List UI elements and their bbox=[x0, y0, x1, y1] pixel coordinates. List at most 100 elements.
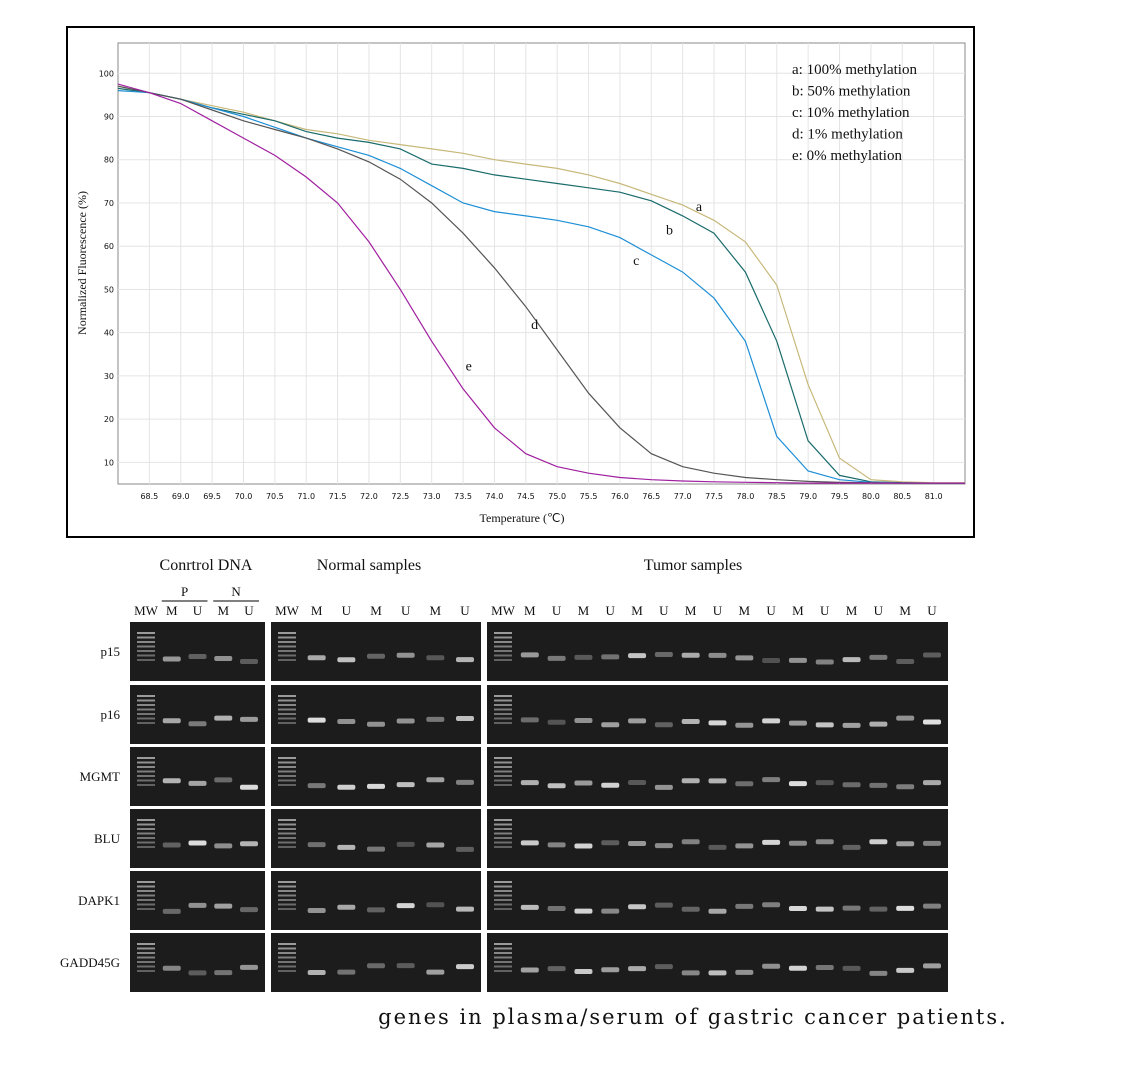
band bbox=[240, 841, 258, 847]
ladder-band bbox=[494, 899, 512, 901]
ladder-band bbox=[494, 846, 512, 848]
ladder-band bbox=[494, 952, 512, 954]
ladder-band bbox=[137, 761, 155, 764]
ladder-band bbox=[278, 632, 296, 634]
band bbox=[788, 905, 807, 911]
band bbox=[896, 967, 915, 973]
band bbox=[188, 970, 207, 976]
band bbox=[426, 655, 445, 661]
band bbox=[628, 653, 647, 659]
y-tick-label: 10 bbox=[104, 458, 114, 467]
band bbox=[162, 718, 181, 724]
ladder-band bbox=[494, 632, 512, 634]
ladder-band bbox=[494, 699, 512, 702]
lane-label: M bbox=[685, 603, 697, 618]
band bbox=[869, 906, 888, 912]
lane-label: MW bbox=[491, 603, 516, 618]
ladder-band bbox=[494, 695, 512, 697]
lane-label: M bbox=[370, 603, 382, 618]
chart: 68.5 69.0 69.5 70.0 70.5 71.0 71.5 72.0 72.5 73.0… bbox=[99, 43, 965, 501]
band bbox=[654, 784, 673, 790]
ladder-band bbox=[278, 943, 296, 945]
subgroup-label: P bbox=[181, 584, 188, 599]
x-tick-label: 78.5 bbox=[768, 492, 786, 501]
band bbox=[367, 653, 385, 659]
band bbox=[307, 969, 326, 975]
lane-label: U bbox=[659, 603, 669, 618]
band bbox=[815, 780, 834, 786]
band bbox=[426, 842, 445, 848]
band bbox=[214, 715, 233, 721]
ladder-band bbox=[278, 823, 296, 826]
ladder-band bbox=[494, 881, 512, 883]
band bbox=[574, 843, 593, 849]
band bbox=[896, 715, 915, 721]
band bbox=[923, 963, 941, 969]
band bbox=[735, 903, 754, 909]
ladder-band bbox=[278, 903, 296, 906]
band bbox=[869, 721, 888, 727]
gel-image bbox=[487, 933, 948, 992]
band bbox=[923, 840, 941, 846]
ladder-band bbox=[494, 828, 512, 830]
band bbox=[869, 654, 888, 660]
band bbox=[367, 783, 385, 789]
x-tick-label: 81.0 bbox=[925, 492, 943, 501]
band bbox=[547, 655, 566, 661]
band bbox=[708, 652, 727, 658]
band bbox=[708, 970, 727, 976]
x-tick-label: 72.0 bbox=[360, 492, 378, 501]
band bbox=[681, 718, 700, 724]
legend-entry: e: 0% methylation bbox=[792, 148, 902, 164]
ladder-band bbox=[494, 943, 512, 945]
ladder-band bbox=[278, 641, 296, 643]
x-tick-label: 80.5 bbox=[893, 492, 911, 501]
band bbox=[307, 842, 326, 848]
ladder-band bbox=[137, 841, 155, 844]
ladder-band bbox=[494, 766, 512, 768]
x-tick-label: 71.0 bbox=[297, 492, 315, 501]
band bbox=[574, 654, 593, 660]
gel-image bbox=[487, 747, 948, 806]
band bbox=[681, 970, 700, 976]
band bbox=[896, 841, 915, 847]
ladder-band bbox=[278, 894, 296, 897]
band bbox=[426, 716, 445, 722]
ladder-band bbox=[494, 659, 512, 661]
lane-label: U bbox=[874, 603, 884, 618]
band bbox=[654, 902, 673, 908]
band bbox=[762, 839, 781, 845]
y-tick-label: 30 bbox=[104, 372, 114, 381]
band bbox=[456, 657, 474, 663]
band bbox=[601, 840, 620, 846]
x-tick-label: 69.0 bbox=[172, 492, 190, 501]
gel-image bbox=[487, 871, 948, 930]
band bbox=[547, 842, 566, 848]
ladder-band bbox=[278, 704, 296, 706]
ladder-band bbox=[494, 841, 512, 844]
ladder-band bbox=[137, 713, 155, 715]
band bbox=[574, 968, 593, 974]
band bbox=[654, 843, 673, 849]
x-tick-label: 77.5 bbox=[705, 492, 723, 501]
legend-entry: c: 10% methylation bbox=[792, 105, 910, 121]
band bbox=[547, 783, 566, 789]
band bbox=[547, 719, 566, 725]
y-axis-label: Normalized Fluorescence (%) bbox=[75, 191, 89, 335]
curve-label: e bbox=[466, 359, 472, 374]
band bbox=[708, 844, 727, 850]
ladder-band bbox=[137, 947, 155, 950]
ladder-band bbox=[494, 704, 512, 706]
ladder-band bbox=[494, 641, 512, 643]
band bbox=[396, 841, 415, 847]
ladder-band bbox=[494, 894, 512, 897]
lane-label: U bbox=[766, 603, 776, 618]
lane-label: M bbox=[846, 603, 858, 618]
lane-label: U bbox=[713, 603, 723, 618]
ladder-band bbox=[137, 659, 155, 661]
ladder-band bbox=[278, 659, 296, 661]
ladder-band bbox=[278, 881, 296, 883]
band bbox=[923, 780, 941, 786]
band bbox=[214, 903, 233, 909]
